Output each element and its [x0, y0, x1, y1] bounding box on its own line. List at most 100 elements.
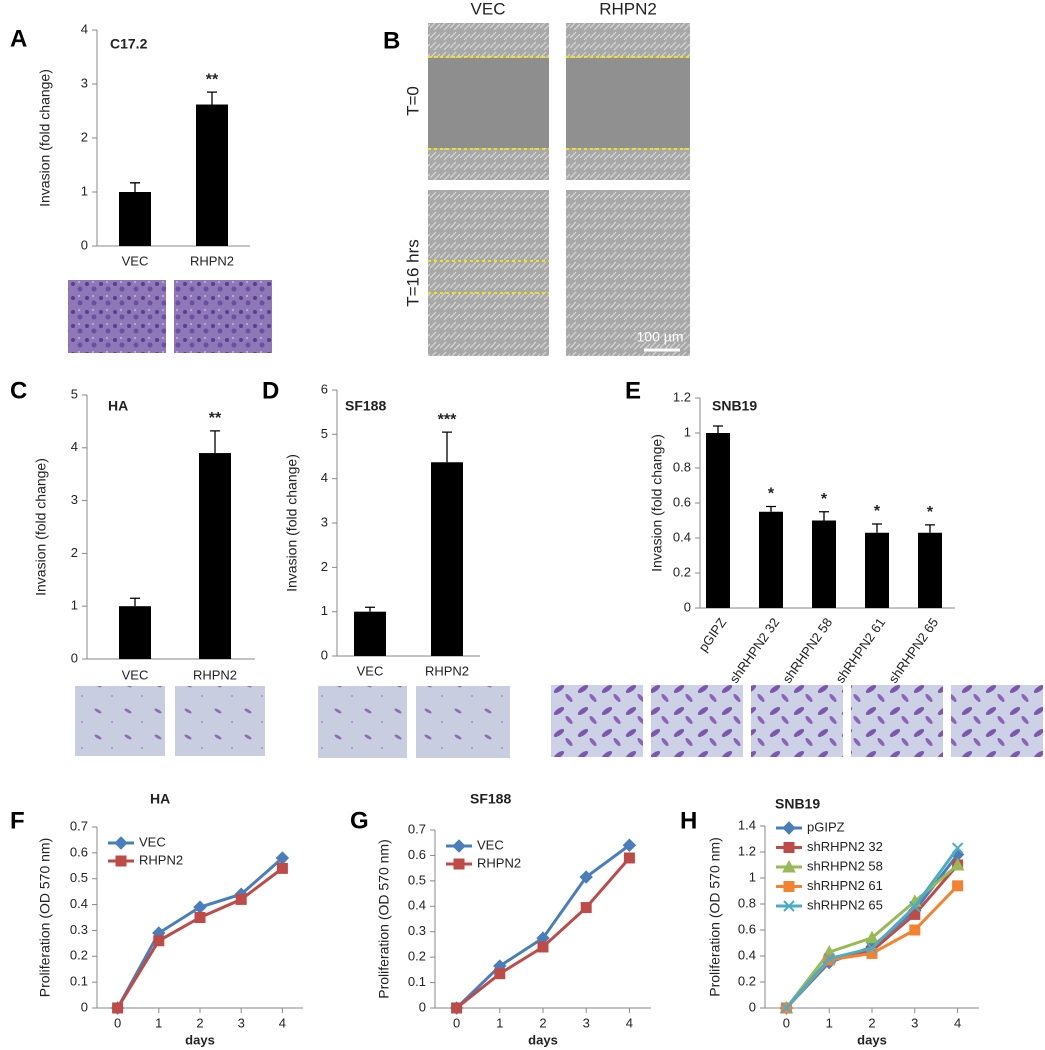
series-line: [116, 867, 284, 1009]
x-tick-label: shRHPN2 32: [726, 615, 782, 686]
legend-label: shRHPN2 61: [807, 878, 883, 893]
micrograph: [951, 685, 1043, 757]
data-point: [909, 924, 921, 936]
x-axis-label: days: [185, 1032, 215, 1047]
bar: [431, 462, 463, 656]
error-bar: [872, 523, 882, 533]
y-tick-label: 0.1: [70, 974, 88, 989]
y-tick-label: 5: [321, 426, 328, 441]
data-point: [622, 838, 637, 852]
chart-title: HA: [108, 398, 128, 414]
y-axis-label: Invasion (fold change): [284, 454, 300, 592]
y-tick-label: 0.6: [408, 847, 426, 862]
micrograph: [851, 685, 943, 757]
wound-edges: [428, 56, 690, 294]
legend-label: VEC: [139, 834, 166, 849]
significance: ***: [438, 411, 457, 428]
x-tick-label: 4: [954, 1015, 961, 1030]
y-tick-label: 0.6: [738, 921, 756, 936]
panel-letter: E: [625, 377, 641, 404]
y-tick-label: 2: [321, 559, 328, 574]
y-tick-label: 0: [684, 599, 691, 614]
wound-gap: [428, 58, 549, 148]
x-tick-label: 2: [196, 1015, 203, 1030]
bar: [199, 453, 231, 659]
data-point: [866, 942, 878, 954]
legend-label: shRHPN2 32: [807, 839, 883, 854]
significance: *: [927, 504, 934, 521]
bar: [759, 511, 783, 608]
x-tick-label: 4: [626, 1015, 633, 1030]
x-tick-label: 2: [539, 1015, 546, 1030]
x-tick-label: VEC: [357, 663, 384, 678]
y-tick-label: 1: [749, 869, 756, 884]
y-tick-label: 0.8: [673, 459, 691, 474]
bar: [119, 192, 151, 246]
y-tick-label: 0.2: [408, 949, 426, 964]
y-tick-label: 0.4: [70, 896, 88, 911]
y-axis-label: Invasion (fold change): [649, 434, 665, 572]
x-tick-label: 0: [783, 1015, 790, 1030]
micrograph: [566, 190, 690, 356]
error-bar: [766, 505, 776, 512]
y-axis-label: Proliferation (OD 570 nm): [707, 837, 723, 997]
column-label: VEC: [471, 0, 506, 18]
error-bar: [925, 524, 935, 533]
legend-label: VEC: [477, 837, 504, 852]
y-tick-label: 2: [81, 129, 88, 144]
y-tick-label: 0.4: [673, 529, 691, 544]
error-bar: [207, 91, 217, 105]
y-tick-label: 0: [81, 999, 88, 1014]
x-tick-label: RHPN2: [425, 663, 469, 678]
row-label: T=16 hrs: [403, 239, 422, 307]
x-tick-label: 3: [911, 1015, 918, 1030]
y-tick-label: 0.5: [408, 872, 426, 887]
micrograph: [174, 280, 272, 353]
x-tick-label: VEC: [122, 253, 149, 268]
bar: [354, 611, 386, 656]
bar: [706, 433, 730, 608]
micrograph: [75, 686, 165, 756]
legend-label: RHPN2: [477, 855, 521, 870]
y-tick-label: 1.4: [738, 817, 756, 832]
legend-marker: [783, 842, 795, 853]
data-point: [537, 941, 549, 953]
y-tick-label: 0.4: [738, 947, 756, 962]
data-point: [952, 880, 964, 892]
x-tick-label: RHPN2: [190, 253, 234, 268]
panel-letter: H: [680, 807, 697, 834]
y-tick-label: 1: [684, 424, 691, 439]
y-tick-label: 0.3: [408, 923, 426, 938]
x-tick-label: shRHPN2 61: [832, 615, 888, 686]
x-axis-label: days: [528, 1032, 558, 1047]
chart-title: SNB19: [712, 398, 757, 414]
data-point: [865, 930, 879, 944]
y-tick-label: 0: [71, 650, 78, 665]
data-point: [950, 857, 965, 871]
y-axis-label: Proliferation (OD 570 nm): [376, 839, 392, 999]
y-axis-label: Proliferation (OD 570 nm): [37, 838, 53, 998]
chart-title: HA: [150, 791, 170, 807]
y-tick-label: 4: [71, 439, 78, 454]
y-tick-label: 0.8: [738, 895, 756, 910]
micrograph: [651, 685, 743, 757]
x-tick-label: 3: [238, 1015, 245, 1030]
y-tick-label: 1: [321, 603, 328, 618]
error-bar: [713, 425, 723, 433]
y-tick-label: 1: [71, 598, 78, 613]
y-tick-label: 0.6: [70, 844, 88, 859]
y-tick-label: 4: [81, 21, 88, 36]
y-tick-label: 0.2: [673, 564, 691, 579]
column-label: RHPN2: [599, 0, 657, 18]
bar: [865, 532, 889, 608]
legend-marker: [783, 881, 795, 892]
y-axis-label: Invasion (fold change): [33, 458, 49, 596]
x-tick-label: 2: [868, 1015, 875, 1030]
legend-label: shRHPN2 65: [807, 897, 883, 912]
legend-label: shRHPN2 58: [807, 858, 883, 873]
legend-marker: [782, 821, 796, 835]
micrograph: [751, 685, 843, 757]
data-point: [951, 842, 964, 854]
data-point: [909, 908, 921, 920]
